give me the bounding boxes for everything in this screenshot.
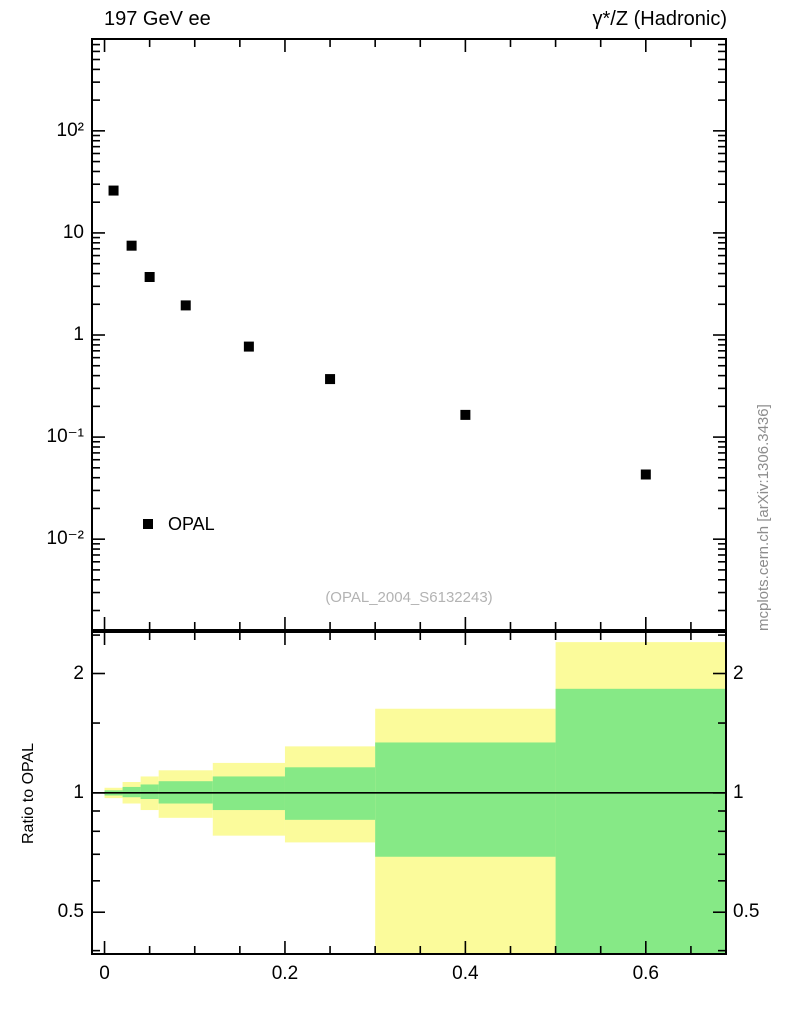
legend: OPAL (143, 512, 215, 536)
data-point-square (460, 409, 471, 420)
main-ytick-label: 1 (73, 324, 84, 345)
ratio-ytick-label-right: 2 (733, 662, 744, 684)
plot-title-left: 197 GeV ee (104, 8, 211, 30)
data-point-square (144, 272, 155, 283)
analysis-id-watermark: (OPAL_2004_S6132243) (325, 589, 493, 606)
ratio-band-inner (555, 688, 727, 955)
data-point-square (325, 374, 336, 385)
xtick-label: 0.2 (271, 963, 299, 984)
main-ytick-label: 10⁻² (46, 528, 85, 550)
data-point-square (108, 185, 119, 196)
ratio-ytick-label-left: 1 (73, 781, 84, 803)
legend-label: OPAL (168, 513, 215, 534)
ratio-panel-plot (91, 631, 727, 955)
ratio-band-inner (375, 742, 556, 857)
xtick-label: 0.6 (632, 963, 659, 984)
ratio-ytick-label-left: 0.5 (57, 901, 84, 923)
ratio-ytick-label-left: 2 (73, 662, 84, 684)
ratio-band-inner (140, 784, 159, 799)
ratio-ytick-label-right: 0.5 (733, 901, 760, 923)
data-point-square (180, 300, 191, 311)
xtick-label: 0.4 (452, 963, 479, 984)
main-panel-frame (91, 38, 727, 631)
main-ytick-label: 10 (62, 221, 84, 243)
data-point-square (243, 341, 254, 352)
main-ytick-label: 10⁻¹ (46, 426, 85, 448)
data-point-square (126, 240, 137, 251)
main-panel-plot (91, 38, 727, 631)
xtick-label: 0 (99, 963, 110, 984)
legend-marker-square-icon (143, 519, 153, 529)
ratio-ytick-label-right: 1 (733, 781, 744, 803)
plot-title-right: γ*/Z (Hadronic) (592, 8, 727, 30)
data-point-square (640, 469, 651, 480)
mcplots-arxiv-side-label: mcplots.cern.ch [arXiv:1306.3436] (755, 404, 772, 631)
ratio-panel-frame (91, 631, 727, 955)
main-ytick-label: 10² (56, 119, 84, 141)
